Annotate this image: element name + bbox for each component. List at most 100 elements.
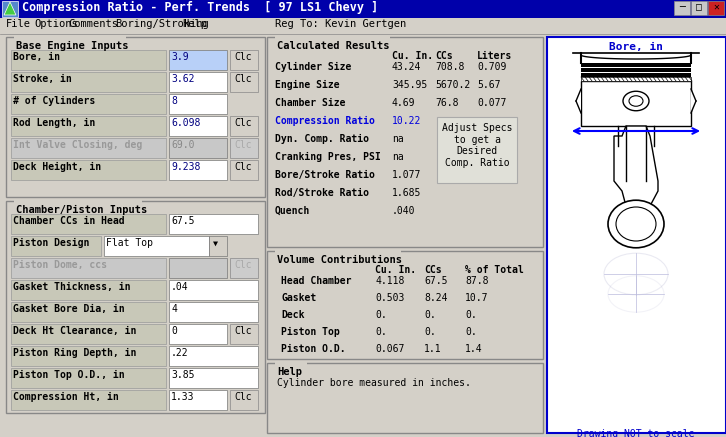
Text: Clc: Clc bbox=[234, 52, 252, 62]
Ellipse shape bbox=[629, 96, 643, 106]
Text: 0.: 0. bbox=[465, 327, 477, 337]
Polygon shape bbox=[691, 89, 695, 113]
Text: .22: .22 bbox=[171, 348, 189, 358]
Text: Clc: Clc bbox=[234, 162, 252, 172]
Text: Clc: Clc bbox=[234, 260, 252, 270]
Text: 0.067: 0.067 bbox=[375, 344, 404, 354]
Bar bbox=[11, 138, 166, 158]
Text: Piston Design: Piston Design bbox=[13, 238, 89, 248]
Bar bbox=[11, 214, 166, 234]
Bar bbox=[0, 0, 726, 18]
Bar bbox=[14, 36, 126, 45]
Text: Cylinder bore measured in inches.: Cylinder bore measured in inches. bbox=[277, 378, 471, 388]
Bar bbox=[169, 138, 227, 158]
Ellipse shape bbox=[608, 200, 664, 248]
Ellipse shape bbox=[623, 91, 649, 111]
Text: Head Chamber: Head Chamber bbox=[281, 276, 351, 286]
Text: Deck Height, in: Deck Height, in bbox=[13, 162, 101, 172]
Text: 9.238: 9.238 bbox=[171, 162, 200, 172]
Text: 1.4: 1.4 bbox=[465, 344, 483, 354]
Text: Gasket: Gasket bbox=[281, 293, 317, 303]
Bar bbox=[581, 73, 691, 77]
Text: Cu. In.: Cu. In. bbox=[375, 265, 416, 275]
Bar bbox=[230, 138, 258, 158]
Bar bbox=[275, 250, 401, 259]
Bar bbox=[0, 18, 726, 34]
Text: 67.5: 67.5 bbox=[424, 276, 447, 286]
Text: 1.077: 1.077 bbox=[392, 170, 421, 180]
Text: ✕: ✕ bbox=[713, 2, 719, 12]
Bar bbox=[169, 280, 258, 300]
Bar bbox=[230, 160, 258, 180]
Text: Bore, in: Bore, in bbox=[609, 42, 663, 52]
Text: 6.098: 6.098 bbox=[171, 118, 200, 128]
Bar bbox=[169, 72, 227, 92]
Text: Clc: Clc bbox=[234, 326, 252, 336]
Text: Clc: Clc bbox=[234, 74, 252, 84]
Text: 0.: 0. bbox=[375, 310, 387, 320]
Text: 5670.2: 5670.2 bbox=[435, 80, 470, 90]
Bar bbox=[230, 258, 258, 278]
Text: 1.685: 1.685 bbox=[392, 188, 421, 198]
Bar bbox=[230, 324, 258, 344]
Text: Chamber Size: Chamber Size bbox=[275, 98, 346, 108]
Text: 708.8: 708.8 bbox=[435, 62, 465, 72]
Polygon shape bbox=[614, 126, 658, 206]
Text: 0.: 0. bbox=[465, 310, 477, 320]
Text: 8: 8 bbox=[171, 96, 177, 106]
Bar bbox=[6, 201, 265, 413]
Bar bbox=[11, 258, 166, 278]
Text: Adjust Specs
to get a
Desired
Comp. Ratio: Adjust Specs to get a Desired Comp. Rati… bbox=[441, 123, 513, 168]
Text: Stroke, in: Stroke, in bbox=[13, 74, 72, 84]
Text: Engine Size: Engine Size bbox=[275, 80, 340, 90]
Text: Clc: Clc bbox=[234, 118, 252, 128]
Bar bbox=[581, 63, 691, 67]
Bar bbox=[11, 236, 101, 256]
Text: 0.077: 0.077 bbox=[477, 98, 506, 108]
Text: Compression Ratio: Compression Ratio bbox=[275, 116, 375, 126]
Bar bbox=[230, 116, 258, 136]
Text: 3.85: 3.85 bbox=[171, 370, 195, 380]
Text: 4.118: 4.118 bbox=[375, 276, 404, 286]
Text: Piston Ring Depth, in: Piston Ring Depth, in bbox=[13, 348, 136, 358]
Polygon shape bbox=[4, 2, 16, 15]
Text: 1.33: 1.33 bbox=[171, 392, 195, 402]
Bar bbox=[11, 324, 166, 344]
Text: Cylinder Size: Cylinder Size bbox=[275, 62, 351, 72]
Bar bbox=[674, 1, 690, 15]
Bar bbox=[437, 117, 517, 183]
Bar bbox=[581, 68, 691, 72]
Text: Cranking Pres, PSI: Cranking Pres, PSI bbox=[275, 152, 380, 162]
Bar bbox=[104, 236, 209, 256]
Text: 5.67: 5.67 bbox=[477, 80, 500, 90]
Text: Calculated Results: Calculated Results bbox=[277, 41, 390, 51]
Text: 345.95: 345.95 bbox=[392, 80, 427, 90]
Text: Base Engine Inputs: Base Engine Inputs bbox=[16, 41, 129, 51]
Bar bbox=[169, 94, 227, 114]
Bar bbox=[11, 390, 166, 410]
Bar bbox=[11, 302, 166, 322]
Text: 69.0: 69.0 bbox=[171, 140, 195, 150]
Text: CCs: CCs bbox=[435, 51, 452, 61]
Text: 3.62: 3.62 bbox=[171, 74, 195, 84]
Text: 4.69: 4.69 bbox=[392, 98, 415, 108]
Text: 0.: 0. bbox=[424, 327, 436, 337]
Text: 43.24: 43.24 bbox=[392, 62, 421, 72]
Text: na: na bbox=[392, 134, 404, 144]
Bar bbox=[708, 1, 724, 15]
Bar bbox=[14, 200, 142, 209]
Bar bbox=[169, 390, 227, 410]
Bar bbox=[6, 37, 265, 197]
Text: Deck: Deck bbox=[281, 310, 304, 320]
Text: 4: 4 bbox=[171, 304, 177, 314]
Text: 0: 0 bbox=[171, 326, 177, 336]
Bar bbox=[169, 324, 227, 344]
Text: Int Valve Closing, deg: Int Valve Closing, deg bbox=[13, 140, 142, 150]
Text: Help: Help bbox=[277, 367, 302, 377]
Text: Piston Dome, ccs: Piston Dome, ccs bbox=[13, 260, 107, 270]
Text: Gasket Thickness, in: Gasket Thickness, in bbox=[13, 282, 131, 292]
Text: Piston O.D.: Piston O.D. bbox=[281, 344, 346, 354]
Bar bbox=[267, 37, 543, 247]
Bar bbox=[230, 72, 258, 92]
Text: Options: Options bbox=[34, 19, 78, 29]
